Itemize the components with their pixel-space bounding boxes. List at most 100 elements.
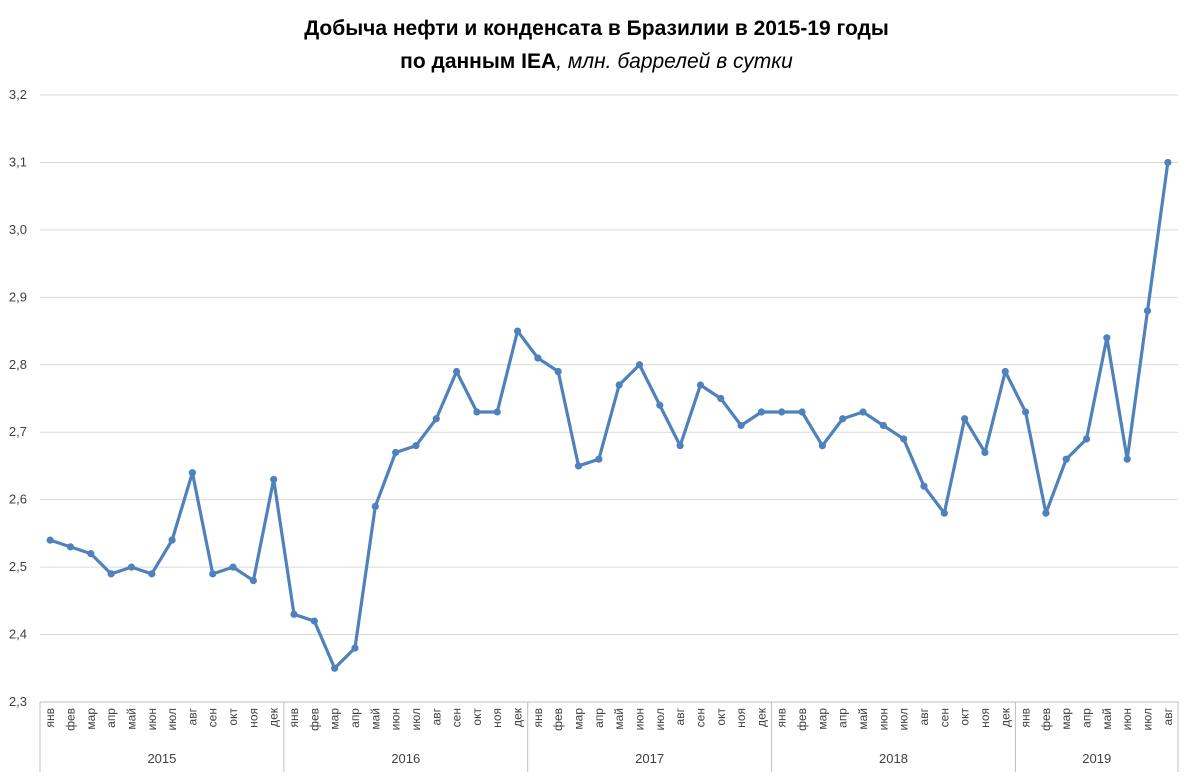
x-tick-label: фев [1039,708,1053,731]
data-point [351,644,359,652]
data-point [1103,334,1111,342]
data-point [392,448,400,457]
y-tick-label: 2,9 [9,289,27,304]
data-point [1062,455,1070,463]
x-tick-label: июн [145,708,159,730]
x-tick-label: апр [1080,708,1094,728]
data-point [1021,408,1030,416]
y-axis: 2,3 2,4 2,5 2,6 2,7 2,8 2,9 3,0 3,1 3,2 [9,87,27,709]
gridlines [40,94,1178,636]
x-tick-label: фев [307,708,321,731]
x-tick-label: янв [531,708,545,728]
y-tick-label: 3,1 [9,154,27,169]
data-point [473,408,481,416]
data-point [127,563,136,571]
x-tick-label: май [856,708,870,730]
year-label: 2018 [879,751,908,766]
data-point [961,415,969,423]
data-point [229,563,237,571]
x-tick-label: май [124,708,138,730]
data-point [168,536,176,544]
x-tick-label: апр [348,708,362,728]
data-point [757,408,766,416]
y-tick-label: 2,7 [9,424,27,439]
x-tick-label: дек [511,707,525,727]
data-point [879,421,887,430]
data-point [900,435,908,443]
x-tick-label: сен [206,708,220,727]
data-point [737,421,745,430]
x-tick-label: май [368,708,382,730]
data-point [554,367,562,376]
x-tick-label: окт [226,708,240,726]
data-point [1143,307,1152,315]
x-tick-label: окт [958,708,972,726]
y-tick-label: 3,2 [9,87,27,102]
year-label: 2019 [1082,751,1111,766]
data-point [148,570,156,578]
x-tick-label: авг [185,707,199,725]
data-point [331,664,339,672]
x-tick-label: апр [592,708,606,728]
year-label: 2017 [635,751,664,766]
x-tick-label: май [612,708,626,730]
x-tick-label: авг [673,707,687,725]
data-point [574,462,583,470]
x-tick-label: янв [1019,708,1033,728]
series-line [48,160,1170,670]
x-tick-label: янв [287,708,301,728]
y-tick-label: 2,4 [9,627,27,642]
x-tick-label: июл [897,708,911,730]
data-point [493,408,501,416]
data-point [188,469,197,477]
x-tick-label: июл [165,708,179,730]
data-point [859,408,867,416]
data-point [249,577,257,585]
x-tick-label: июл [1141,708,1155,730]
data-point [656,401,664,409]
series [46,158,1172,672]
y-tick-label: 2,6 [9,492,27,507]
x-tick-label: ноя [490,708,504,728]
data-point [595,455,603,463]
data-point [615,381,623,389]
x-tick-label: сен [450,708,464,727]
data-point [818,442,826,450]
data-point [778,408,786,416]
data-point [513,327,522,335]
data-point [940,509,948,517]
chart-title-sub: по данным IEA, млн. баррелей в сутки [0,45,1193,78]
data-point [107,570,115,578]
x-tick-label: ноя [734,708,748,728]
x-tick-label: янв [775,708,789,728]
x-tick-label: авг [429,707,443,725]
data-point [310,617,318,625]
data-point [798,408,806,416]
x-tick-label: мар [328,708,342,730]
x-tick-label: мар [84,708,98,730]
data-point [717,394,725,403]
data-point [1082,435,1091,443]
data-point [676,442,684,450]
chart-title-sub-italic: , млн. баррелей в сутки [556,50,793,73]
year-label: 2016 [391,751,420,766]
x-tick-label: июн [876,708,890,730]
chart-title-sub-bold: по данным IEA [400,50,557,73]
data-point [209,570,217,578]
data-point [46,536,54,544]
y-tick-label: 2,5 [9,559,27,574]
x-tick-label: дек [998,707,1012,727]
x-tick-label: мар [815,708,829,730]
chart-title-main: Добыча нефти и конденсата в Бразилии в 2… [304,17,889,40]
x-axis: янв фев мар апр май июн июл авг сен окт ноя дек янв ф… [39,701,1179,772]
data-point [412,442,420,450]
y-tick-label: 2,3 [9,694,27,709]
data-point [1042,509,1050,517]
data-point [1123,455,1131,463]
data-point [920,482,928,490]
x-tick-label: фев [795,708,809,731]
data-point [1001,367,1009,376]
x-tick-label: апр [104,708,118,728]
x-tick-label: фев [63,708,77,731]
